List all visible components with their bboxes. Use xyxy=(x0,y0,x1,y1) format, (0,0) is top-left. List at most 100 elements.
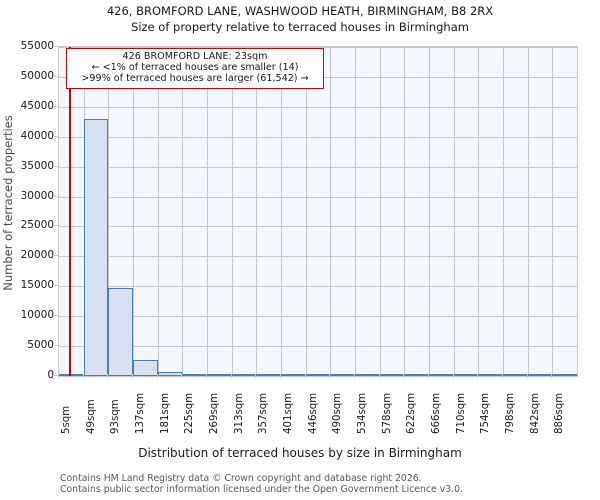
gridline-vertical xyxy=(133,47,134,376)
gridline-vertical xyxy=(478,47,480,376)
gridline-vertical xyxy=(503,47,504,376)
footer-line-1: Contains HM Land Registry data © Crown c… xyxy=(60,473,422,484)
x-axis-tick-mark xyxy=(403,374,405,378)
x-axis-tick-label: 357sqm xyxy=(258,392,270,434)
y-axis-tick-mark xyxy=(54,225,58,227)
x-axis-tick-label: 798sqm xyxy=(505,392,516,434)
histogram-bar xyxy=(231,374,257,376)
gridline-horizontal xyxy=(59,196,577,198)
histogram-bar xyxy=(330,374,355,376)
y-axis-tick-mark xyxy=(54,105,58,107)
annotation-line-2: ← <1% of terraced houses are smaller (14… xyxy=(91,62,299,74)
gridline-vertical xyxy=(552,47,554,376)
x-axis-tick-mark xyxy=(551,374,553,378)
gridline-horizontal xyxy=(59,316,577,318)
x-axis-label: Distribution of terraced houses by size … xyxy=(138,446,462,460)
x-axis-tick-mark xyxy=(378,374,380,378)
x-axis-tick-mark xyxy=(82,374,84,378)
histogram-bar xyxy=(207,374,232,376)
x-axis: 5sqm 49sqm 93sqm 137sqm 181sqm 225sqm 269sqm 31… xyxy=(58,374,578,438)
y-axis-tick-mark xyxy=(54,46,58,47)
plot-area xyxy=(58,46,578,377)
y-axis-tick-label: 20000 xyxy=(20,249,54,262)
bars-layer xyxy=(59,47,577,376)
attribution-footer: Contains HM Land Registry data © Crown c… xyxy=(60,473,600,495)
x-axis-tick-label: 5sqm xyxy=(61,405,72,434)
histogram-bar xyxy=(108,288,133,376)
gridline-vertical xyxy=(157,47,159,376)
x-axis-tick-label: 225sqm xyxy=(184,392,196,434)
histogram-bar xyxy=(133,359,158,376)
y-axis-tick-mark xyxy=(54,195,58,197)
y-axis-tick-label: 35000 xyxy=(20,159,54,172)
gridline-vertical xyxy=(527,47,529,376)
histogram-bar xyxy=(404,374,429,376)
annotation-line-1: 426 BROMFORD LANE: 23sqm xyxy=(122,51,268,62)
histogram-bar xyxy=(503,374,528,376)
gridline-vertical xyxy=(207,47,208,376)
gridline-vertical xyxy=(305,47,307,376)
y-axis-tick-label: 50000 xyxy=(20,69,54,82)
gridline-vertical xyxy=(281,47,282,376)
y-axis-label: Number of terraced properties xyxy=(1,115,15,291)
histogram-bar xyxy=(305,374,331,376)
x-axis-tick-mark xyxy=(477,374,479,378)
y-axis-tick-label: 40000 xyxy=(20,129,54,142)
page-title: 426, BROMFORD LANE, WASHWOOD HEATH, BIRM… xyxy=(106,4,494,18)
histogram-bar xyxy=(527,374,553,376)
x-axis-tick-mark xyxy=(58,374,59,378)
chart-title-block: 426, BROMFORD LANE, WASHWOOD HEATH, BIRM… xyxy=(0,0,600,35)
y-axis-tick-mark xyxy=(54,375,58,376)
gridline-horizontal xyxy=(59,106,577,108)
gridline-horizontal xyxy=(59,376,577,377)
gridline-vertical xyxy=(379,47,381,376)
x-axis-tick-label: 401sqm xyxy=(283,392,294,434)
gridline-vertical xyxy=(453,47,455,376)
histogram-bar xyxy=(453,374,479,376)
x-axis-tick-mark xyxy=(526,374,528,378)
y-axis-tick-mark xyxy=(54,285,58,287)
x-axis-tick-label: 181sqm xyxy=(159,392,171,434)
gridline-vertical xyxy=(182,47,184,376)
gridline-horizontal xyxy=(59,136,577,138)
y-axis-tick-label: 30000 xyxy=(20,189,54,202)
x-axis-tick-label: 269sqm xyxy=(209,392,220,434)
histogram-bar xyxy=(355,374,380,376)
y-axis-tick-mark xyxy=(54,315,58,317)
chart-subtitle: Size of property relative to terraced ho… xyxy=(131,20,469,34)
x-axis-tick-label: 710sqm xyxy=(455,392,467,434)
histogram-bar xyxy=(256,374,281,376)
x-axis-tick-label: 886sqm xyxy=(554,392,566,434)
x-axis-tick-mark xyxy=(255,374,257,378)
x-axis-tick-label: 490sqm xyxy=(332,392,344,434)
y-axis-tick-mark xyxy=(54,135,58,137)
gridline-vertical xyxy=(355,47,356,376)
x-axis-tick-label: 842sqm xyxy=(529,392,541,434)
histogram-bar xyxy=(59,373,84,376)
y-axis-tick-label: 25000 xyxy=(20,219,54,232)
annotation-line-3: >99% of terraced houses are larger (61,5… xyxy=(81,73,309,85)
y-axis-tick-label: 15000 xyxy=(20,279,54,292)
x-axis-tick-label: 578sqm xyxy=(381,392,393,434)
histogram-bar xyxy=(281,374,306,376)
histogram-bar xyxy=(379,374,405,376)
gridline-horizontal xyxy=(59,346,577,348)
y-axis-tick-mark xyxy=(54,345,58,347)
y-axis-tick-label: 10000 xyxy=(20,309,54,322)
histogram-bar xyxy=(478,374,503,376)
x-axis-tick-mark xyxy=(181,374,183,378)
y-axis-tick-mark xyxy=(54,75,58,77)
histogram-bar xyxy=(157,371,183,376)
gridline-vertical xyxy=(404,47,406,376)
y-axis-tick-mark xyxy=(54,255,58,257)
x-axis-tick-mark xyxy=(132,374,133,378)
gridline-vertical xyxy=(231,47,233,376)
gridline-horizontal xyxy=(59,286,577,288)
property-size-marker xyxy=(69,47,71,376)
x-axis-tick-mark xyxy=(107,374,109,378)
x-axis-tick-label: 446sqm xyxy=(307,392,319,434)
y-axis-tick-mark xyxy=(54,165,58,167)
x-axis-tick-label: 313sqm xyxy=(233,392,245,434)
x-axis-tick-label: 666sqm xyxy=(431,392,442,434)
